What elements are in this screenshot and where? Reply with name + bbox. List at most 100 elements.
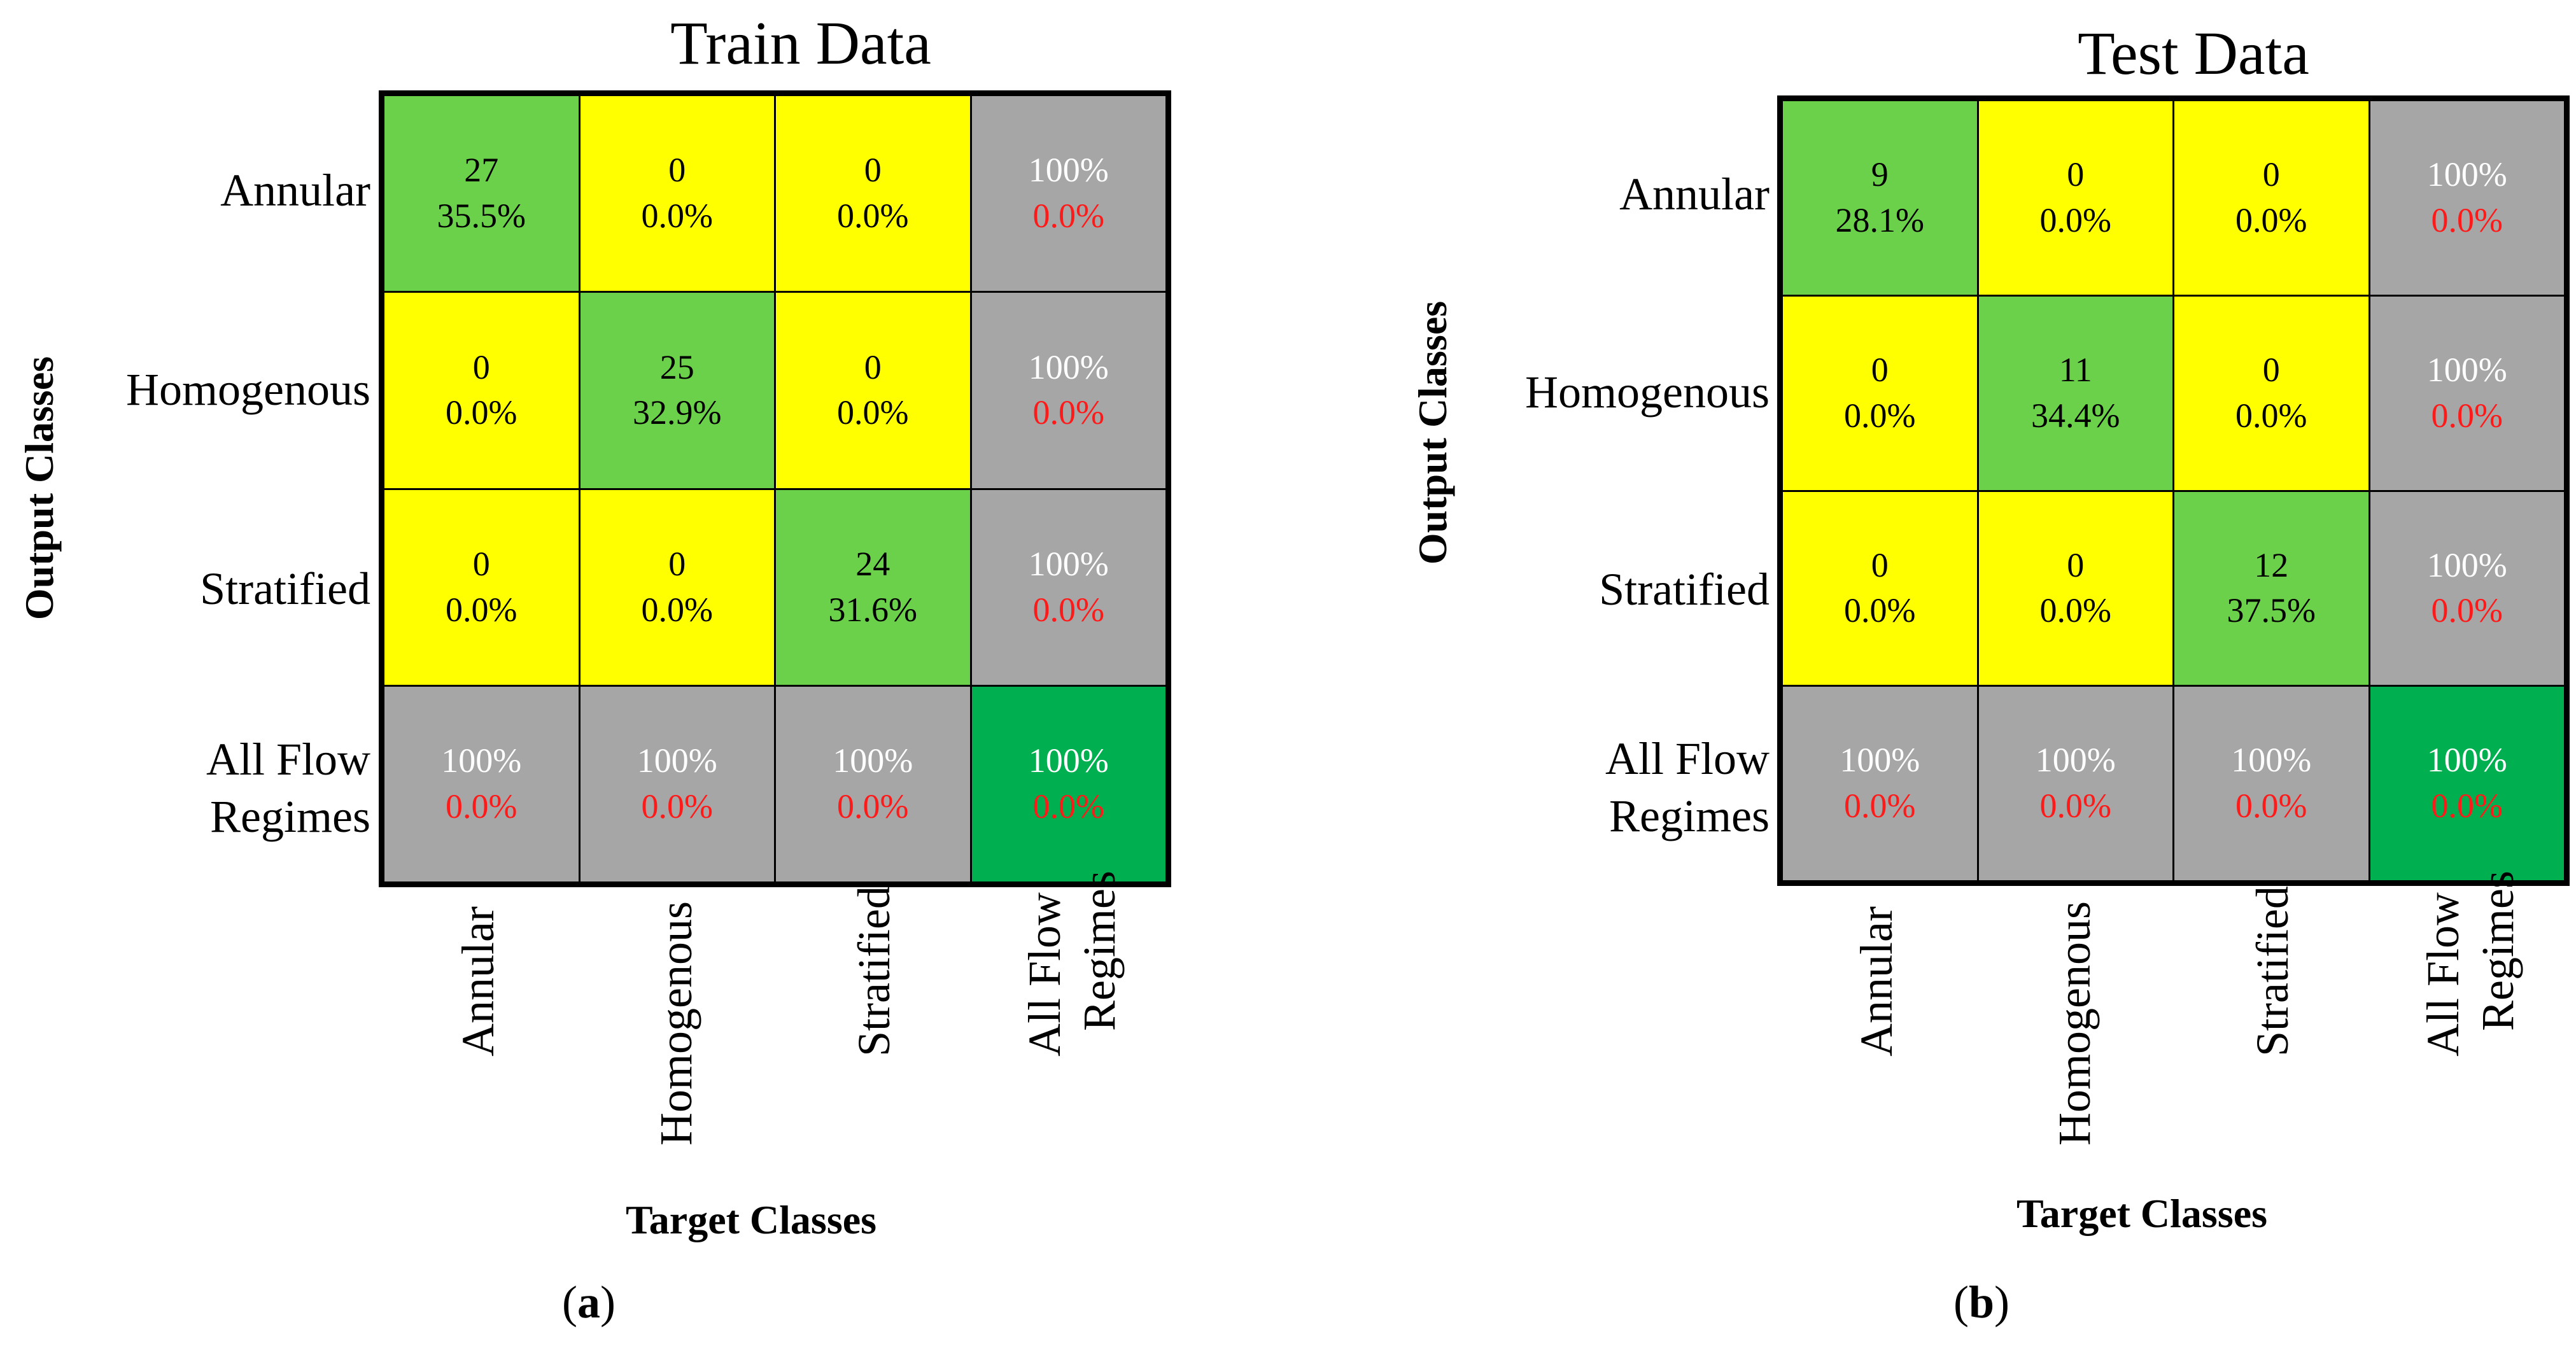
column-label-text: Homogenous <box>2048 901 2100 1146</box>
matrix-cell: 25 32.9% <box>580 293 774 488</box>
cell-percent: 34.4% <box>2031 396 2120 435</box>
matrix-cell: 0 0.0% <box>384 489 579 685</box>
cell-accuracy: 100% <box>2035 741 2116 780</box>
matrix-cell: 0 0.0% <box>1783 296 1977 490</box>
row-label: All Flow Regimes <box>1605 730 1770 845</box>
column-label-text: Regimes <box>1074 871 1125 1031</box>
row-label-text: Stratified <box>200 563 370 614</box>
cell-error: 0.0% <box>1032 393 1104 432</box>
cell-percent: 28.1% <box>1835 200 1924 239</box>
cell-percent: 32.9% <box>633 393 722 432</box>
cell-error: 0.0% <box>2431 396 2503 435</box>
cell-error: 0.0% <box>2039 787 2111 825</box>
panel-label: (a) <box>562 1276 616 1329</box>
x-axis-label: Target Classes <box>2016 1191 2268 1236</box>
cell-accuracy: 100% <box>2231 741 2312 780</box>
row-label-text: Homogenous <box>1525 366 1770 418</box>
row-label: Homogenous <box>126 361 370 418</box>
cell-count: 0 <box>2067 155 2085 194</box>
cell-accuracy: 100% <box>1840 741 1920 780</box>
cell-percent: 0.0% <box>446 393 517 432</box>
matrix-cell: 0 0.0% <box>384 293 579 488</box>
summary-cell: 100% 0.0% <box>384 686 579 881</box>
summary-cell: 100% 0.0% <box>2370 101 2564 295</box>
column-label-text: Stratified <box>2247 886 2298 1057</box>
matrix-cell: 0 0.0% <box>776 293 970 488</box>
cell-percent: 35.5% <box>437 197 526 235</box>
cell-count: 0 <box>668 151 686 190</box>
cell-accuracy: 100% <box>833 741 913 780</box>
confusion-matrix: 27 35.5% 0 0.0% 0 0.0% 100% 0.0% 0 0.0% 25 32.9% 0 0.… <box>379 90 1171 887</box>
cell-percent: 0.0% <box>446 590 517 629</box>
summary-cell: 100% 0.0% <box>776 686 970 881</box>
column-label: Annular <box>451 906 505 1057</box>
cell-percent: 0.0% <box>641 590 713 629</box>
summary-cell: 100% 0.0% <box>1978 687 2172 880</box>
cell-accuracy: 100% <box>441 741 522 780</box>
panel-letter: a <box>577 1277 600 1328</box>
row-label-text: All Flow <box>1605 733 1770 784</box>
cell-count: 0 <box>864 348 882 386</box>
row-label-text: Annular <box>1619 169 1770 220</box>
x-axis-label: Target Classes <box>625 1197 877 1242</box>
cell-percent: 0.0% <box>837 197 909 235</box>
matrix-cell: 0 0.0% <box>776 96 970 291</box>
summary-cell: 100% 0.0% <box>2370 491 2564 685</box>
matrix-cell: 11 34.4% <box>1978 296 2172 490</box>
summary-cell: 100% 0.0% <box>971 293 1165 488</box>
column-label-text: Annular <box>452 906 503 1057</box>
cell-accuracy: 100% <box>2426 350 2507 389</box>
cell-percent: 31.6% <box>828 590 917 629</box>
summary-cell: 100% 0.0% <box>971 489 1165 685</box>
matrix-cell: 0 0.0% <box>580 96 774 291</box>
cell-error: 0.0% <box>446 787 517 825</box>
matrix-cell: 24 31.6% <box>776 489 970 685</box>
row-label: Annular <box>1619 165 1770 223</box>
column-label-text: Regimes <box>2472 871 2524 1031</box>
column-label: Homogenous <box>649 901 703 1146</box>
matrix-cell: 0 0.0% <box>2174 101 2368 295</box>
matrix-cell: 0 0.0% <box>1978 101 2172 295</box>
cell-count: 27 <box>464 151 499 190</box>
y-axis-label: Output Classes <box>17 356 62 621</box>
panel-label: (b) <box>1953 1276 2009 1329</box>
panel-letter: b <box>1968 1277 1995 1328</box>
row-label-text: Regimes <box>1609 790 1770 841</box>
paren: ( <box>1953 1277 1969 1328</box>
paren: ) <box>1994 1277 2010 1328</box>
row-label: Stratified <box>200 560 370 617</box>
cell-count: 0 <box>2262 350 2280 389</box>
cell-percent: 0.0% <box>641 197 713 235</box>
column-label-text: Homogenous <box>650 901 701 1146</box>
cell-accuracy: 100% <box>2426 155 2507 194</box>
cell-accuracy: 100% <box>637 741 717 780</box>
row-label: Stratified <box>1599 561 1770 618</box>
cell-count: 0 <box>2262 155 2280 194</box>
row-label-text: All Flow <box>206 733 370 785</box>
column-label-text: All Flow <box>2418 892 2469 1057</box>
cell-error: 0.0% <box>2235 787 2307 825</box>
cell-count: 0 <box>472 544 490 583</box>
cell-percent: 0.0% <box>2039 200 2111 239</box>
matrix-cell: 12 37.5% <box>2174 491 2368 685</box>
column-label: Homogenous <box>2047 901 2102 1146</box>
panel-test: Test Data 9 28.1% 0 0.0% 0 0.0% 100% 0.0% 0 0.0% 11… <box>1288 0 2575 1348</box>
cell-error: 0.0% <box>1844 787 1916 825</box>
matrix-cell: 0 0.0% <box>1783 491 1977 685</box>
column-label: All Flow Regimes <box>2416 871 2526 1057</box>
cell-percent: 0.0% <box>2235 200 2307 239</box>
cell-count: 0 <box>864 151 882 190</box>
cell-count: 0 <box>472 348 490 386</box>
matrix-cell: 0 0.0% <box>1978 491 2172 685</box>
cell-accuracy: 100% <box>1028 348 1109 386</box>
row-label-text: Regimes <box>210 790 370 842</box>
cell-error: 0.0% <box>1032 197 1104 235</box>
matrix-cell: 27 35.5% <box>384 96 579 291</box>
panel-train: Train Data 27 35.5% 0 0.0% 0 0.0% 100% 0.0% 0 0.0%… <box>17 9 1171 1329</box>
y-axis-label: Output Classes <box>1410 300 1455 565</box>
overall-cell: 100% 0.0% <box>971 686 1165 881</box>
cell-accuracy: 100% <box>2426 545 2507 584</box>
cell-accuracy: 100% <box>1028 741 1109 780</box>
cell-accuracy: 100% <box>1028 151 1109 190</box>
summary-cell: 100% 0.0% <box>2174 687 2368 880</box>
